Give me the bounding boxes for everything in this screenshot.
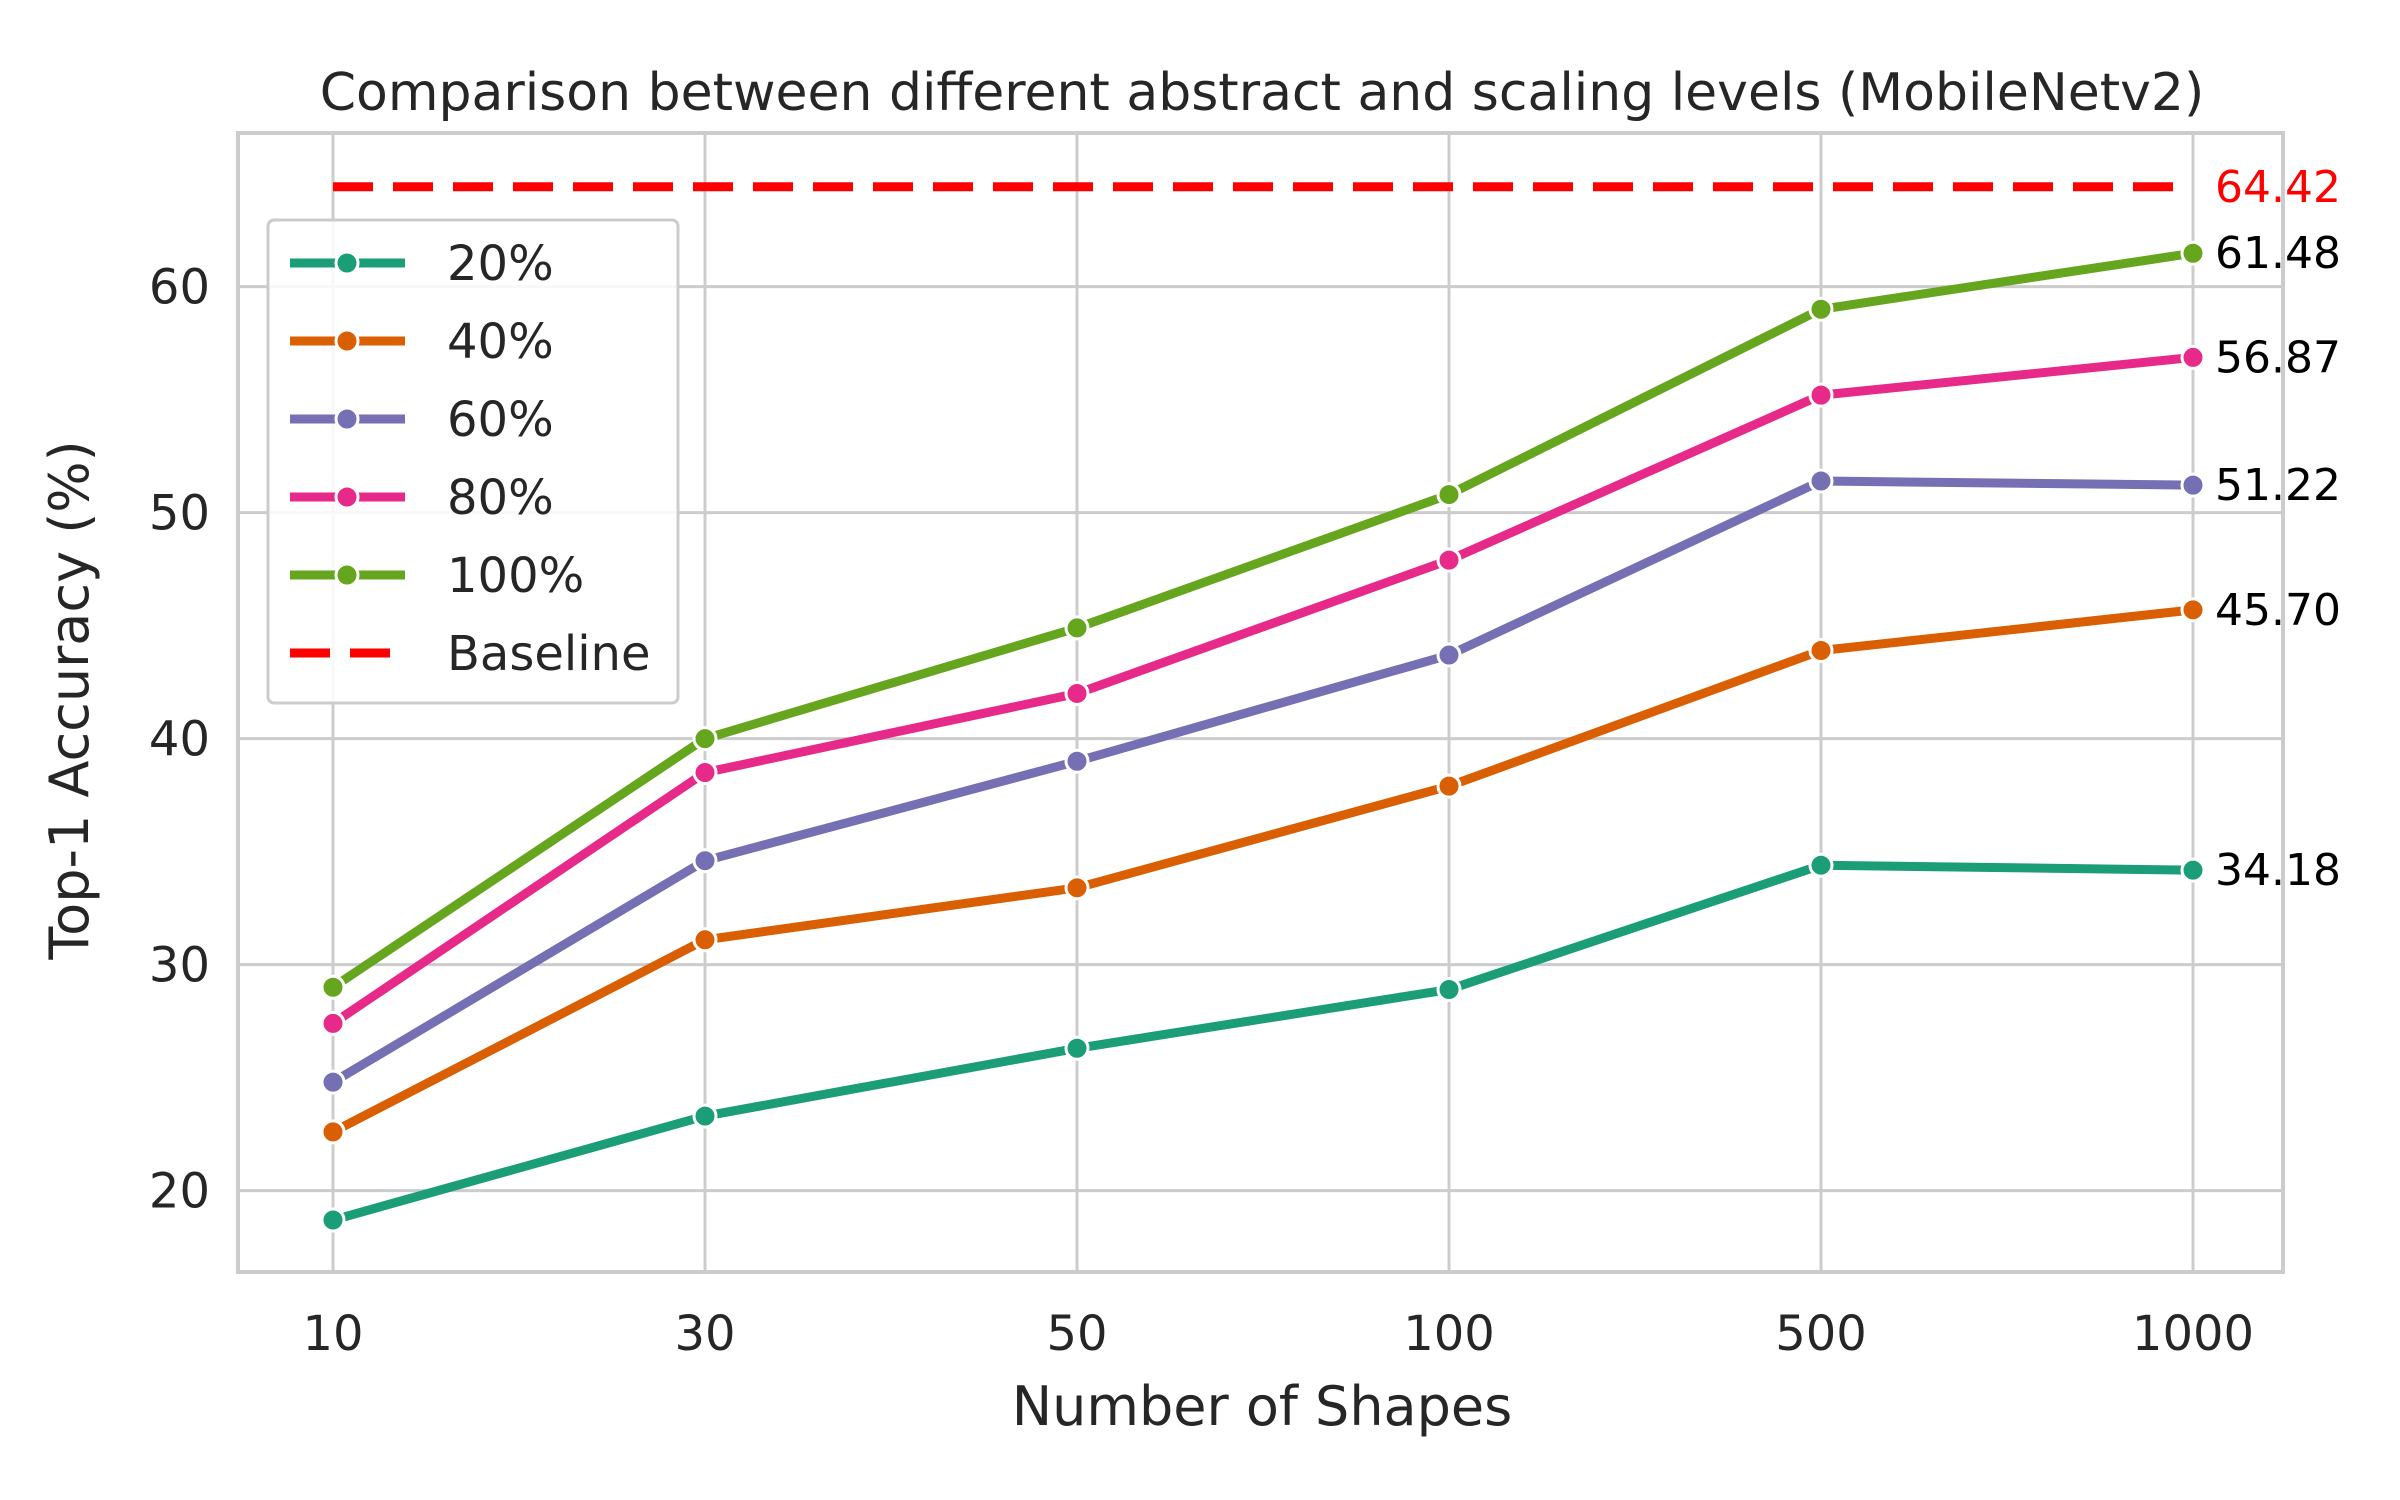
- series-line: [328, 352, 2198, 1028]
- end-value-label: 61.48: [2215, 228, 2341, 279]
- legend-marker: [334, 562, 360, 588]
- legend: 20% 40% 60% 80% 100% Baseline: [266, 218, 680, 705]
- y-tick-label: 60: [149, 260, 210, 316]
- y-axis-label: Top-1 Accuracy (%): [38, 440, 101, 960]
- data-point: [692, 726, 718, 752]
- legend-label: 20%: [447, 236, 554, 292]
- chart-title: Comparison between different abstract an…: [320, 63, 2205, 123]
- legend-marker: [334, 406, 360, 432]
- data-point: [692, 1103, 718, 1129]
- data-point: [692, 927, 718, 953]
- legend-label: 60%: [447, 392, 554, 448]
- y-tick-label: 40: [149, 712, 210, 768]
- data-point: [1436, 547, 1462, 573]
- data-point: [2180, 472, 2206, 498]
- x-axis-label: Number of Shapes: [1012, 1375, 1513, 1438]
- y-tick-label: 50: [149, 486, 210, 542]
- data-point: [1436, 482, 1462, 508]
- series-60-percent: [320, 468, 2206, 1095]
- data-point: [1808, 382, 1834, 408]
- y-tick-label: 30: [149, 938, 210, 994]
- data-point: [320, 1010, 346, 1036]
- data-point: [320, 974, 346, 1000]
- data-point: [1436, 977, 1462, 1003]
- legend-marker: [334, 484, 360, 510]
- tick-labels: 10 30 50 100 500 1000 20 30 40 50 60: [149, 260, 2254, 1362]
- series-100-percent: [320, 240, 2206, 1000]
- data-point: [1808, 852, 1834, 878]
- x-tick-label: 30: [674, 1306, 735, 1362]
- data-point: [2180, 344, 2206, 370]
- plot-frame: [236, 131, 2285, 1274]
- legend-marker: [334, 328, 360, 354]
- legend-item: 80%: [290, 470, 554, 526]
- data-point: [1808, 296, 1834, 322]
- data-point: [2180, 857, 2206, 883]
- legend-item: 40%: [290, 314, 554, 370]
- series-line: [328, 860, 2198, 1225]
- series-line: [328, 605, 2198, 1137]
- end-labels: 64.42 34.18 45.70 51.22 56.87 61.48: [2215, 162, 2341, 896]
- series-line: [328, 476, 2198, 1087]
- data-point: [1808, 468, 1834, 494]
- legend-item: 20%: [290, 236, 554, 292]
- data-point: [1064, 615, 1090, 641]
- data-point: [2180, 240, 2206, 266]
- data-point: [1064, 680, 1090, 706]
- x-tick-label: 1000: [2132, 1306, 2254, 1362]
- data-point: [1808, 638, 1834, 664]
- legend-label: 80%: [447, 470, 554, 526]
- x-tick-label: 10: [302, 1306, 363, 1362]
- data-point: [320, 1119, 346, 1145]
- x-tick-label: 100: [1403, 1306, 1495, 1362]
- series-20-percent: [320, 852, 2206, 1233]
- data-point: [320, 1207, 346, 1233]
- legend-item: 60%: [290, 392, 554, 448]
- end-value-label: 56.87: [2215, 332, 2341, 383]
- legend-marker: [334, 250, 360, 276]
- series-layer: [320, 182, 2206, 1233]
- series-80-percent: [320, 344, 2206, 1036]
- data-point: [1064, 875, 1090, 901]
- end-value-label: 34.18: [2215, 845, 2341, 896]
- legend-label: 40%: [447, 314, 554, 370]
- end-value-label: 45.70: [2215, 585, 2341, 636]
- x-tick-label: 500: [1775, 1306, 1867, 1362]
- legend-item: Baseline: [290, 626, 651, 682]
- data-point: [2180, 597, 2206, 623]
- data-point: [1436, 642, 1462, 668]
- data-point: [1064, 1035, 1090, 1061]
- series-line: [328, 248, 2198, 992]
- data-point: [1064, 748, 1090, 774]
- end-value-label: 51.22: [2215, 460, 2341, 511]
- y-tick-label: 20: [149, 1164, 210, 1220]
- legend-item: 100%: [290, 548, 584, 604]
- baseline-value-label: 64.42: [2215, 162, 2341, 213]
- data-point: [692, 848, 718, 874]
- x-tick-label: 50: [1046, 1306, 1107, 1362]
- legend-label: 100%: [447, 548, 584, 604]
- data-point: [1436, 773, 1462, 799]
- data-point: [320, 1069, 346, 1095]
- series-40-percent: [320, 597, 2206, 1145]
- legend-label: Baseline: [447, 626, 651, 682]
- data-point: [692, 760, 718, 786]
